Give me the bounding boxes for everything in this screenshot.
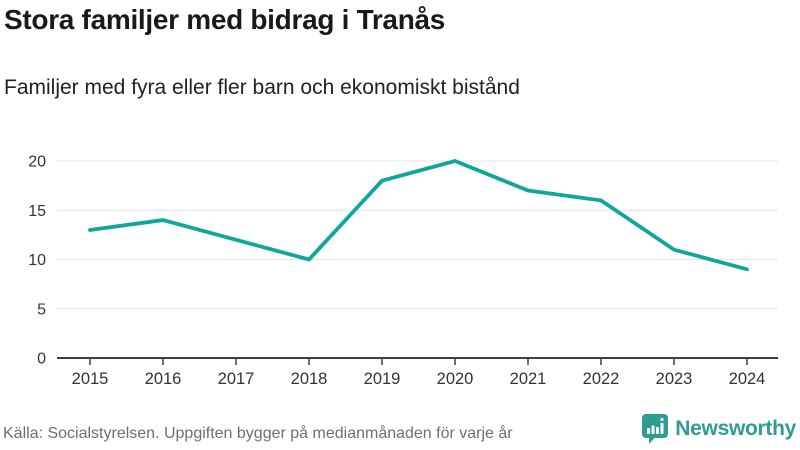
source-note: Källa: Socialstyrelsen. Uppgiften bygger…	[3, 425, 513, 442]
x-tick-label: 2023	[656, 370, 693, 388]
x-tick-label: 2015	[72, 370, 109, 388]
x-tick-label: 2017	[218, 370, 255, 388]
y-tick-label: 5	[37, 301, 46, 318]
x-tick-label: 2019	[364, 370, 401, 388]
speech-bubble-shape	[642, 414, 669, 444]
y-tick-label: 20	[28, 154, 46, 171]
newsworthy-logo-text: Newsworthy	[675, 417, 796, 440]
x-tick-label: 2016	[145, 370, 182, 388]
newsworthy-speech-bubble-bar-chart-icon	[642, 414, 669, 444]
x-tick-label: 2022	[583, 370, 620, 388]
x-tick-label: 2018	[291, 370, 328, 388]
bar-glyphs	[647, 418, 664, 434]
page-subtitle: Familjer med fyra eller fler barn och ek…	[4, 76, 520, 99]
x-tick-label: 2021	[510, 370, 547, 388]
x-tick-label: 2020	[437, 370, 474, 388]
data-line	[88, 158, 749, 272]
newsworthy-logo[interactable]: Newsworthy	[641, 413, 796, 445]
page-title: Stora familjer med bidrag i Tranås	[4, 4, 446, 35]
y-tick-label: 10	[28, 252, 46, 269]
y-tick-label: 15	[28, 203, 46, 220]
y-tick-label: 0	[37, 351, 46, 368]
x-tick-label: 2024	[729, 370, 766, 388]
